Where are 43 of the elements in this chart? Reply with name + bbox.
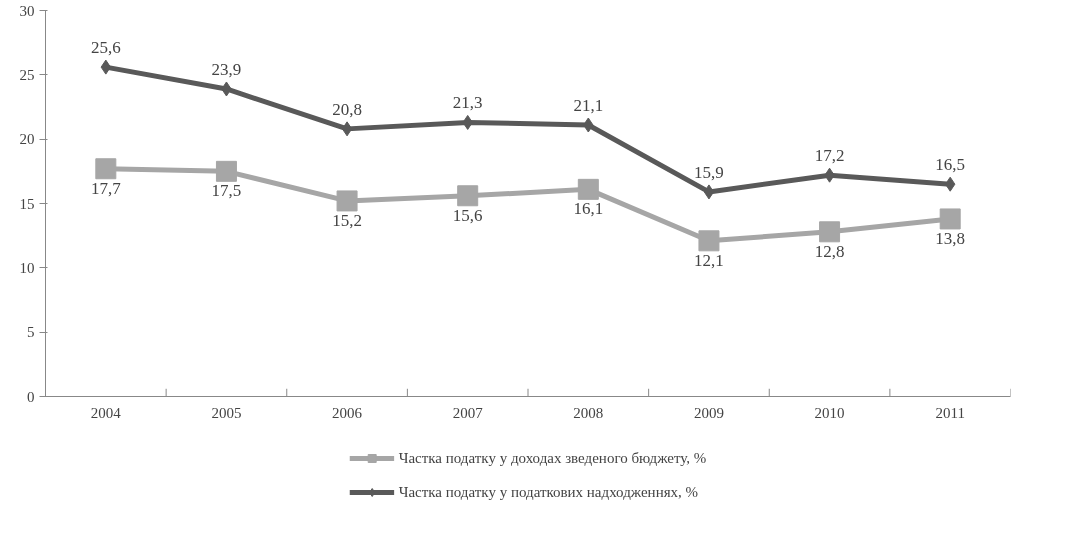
data-label: 21,3 [452,93,483,113]
data-label: 16,5 [935,155,966,175]
point [336,190,358,212]
y-tick-label: 20 [19,131,35,148]
x-tick-label: 2011 [935,404,965,421]
data-label: 17,5 [211,181,242,201]
x-tick-label: 2004 [90,404,122,421]
data-label: 15,6 [452,205,483,225]
data-label: 12,8 [814,241,845,261]
y-tick-label: 5 [27,324,35,341]
data-label: 23,9 [211,59,242,79]
point [703,184,715,200]
point [215,160,237,182]
point [457,185,479,207]
x-tick-label: 2008 [573,404,604,421]
y-tick-label: 30 [19,2,35,19]
point [698,230,720,252]
x-tick-label: 2006 [332,404,363,421]
data-label: 12,1 [694,250,724,270]
y-tick-label: 10 [19,259,35,276]
point [939,208,961,230]
point [341,121,353,137]
point [95,158,117,180]
data-label: 13,8 [935,228,966,248]
point [577,178,599,200]
data-label: 16,1 [573,199,604,219]
data-label: 15,9 [694,162,724,182]
y-tick-label: 25 [19,66,35,83]
data-label: 21,1 [573,96,604,116]
x-tick-label: 2005 [211,404,242,421]
data-label: 15,2 [332,210,362,230]
data-label: 20,8 [332,99,362,119]
y-tick-label: 15 [19,195,35,212]
x-tick-label: 2007 [452,404,484,421]
data-label: 17,2 [814,146,845,166]
y-tick-label: 0 [27,388,35,405]
legend-label: Частка податку у доходах зведеного бюджету, % [398,449,707,467]
data-label: 25,6 [90,38,121,58]
x-tick-label: 2009 [693,404,724,421]
point [819,221,841,243]
data-label: 17,7 [90,178,122,198]
legend-label: Частка податку у податкових надходженнях, % [398,483,699,501]
x-tick-label: 2010 [814,404,845,421]
